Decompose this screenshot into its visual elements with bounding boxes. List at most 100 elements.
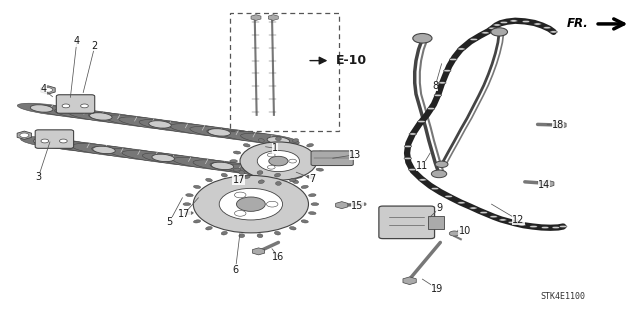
Ellipse shape — [220, 130, 285, 143]
Ellipse shape — [193, 220, 200, 223]
Ellipse shape — [234, 151, 241, 154]
FancyBboxPatch shape — [311, 151, 353, 166]
Text: 5: 5 — [166, 217, 173, 227]
Text: 15: 15 — [351, 201, 364, 211]
Ellipse shape — [308, 194, 316, 197]
Ellipse shape — [17, 103, 83, 116]
Ellipse shape — [173, 157, 238, 170]
Ellipse shape — [257, 171, 263, 174]
Bar — [230, 13, 339, 131]
Circle shape — [193, 175, 308, 233]
Text: 1: 1 — [272, 143, 278, 153]
Ellipse shape — [207, 129, 266, 141]
Circle shape — [268, 153, 275, 157]
Ellipse shape — [307, 144, 314, 147]
Bar — [428, 216, 444, 229]
Ellipse shape — [316, 168, 323, 171]
Ellipse shape — [106, 115, 164, 127]
Ellipse shape — [258, 180, 264, 183]
Ellipse shape — [541, 226, 549, 229]
Ellipse shape — [500, 21, 508, 24]
Circle shape — [257, 151, 300, 172]
Circle shape — [269, 156, 288, 166]
Ellipse shape — [92, 146, 150, 158]
Ellipse shape — [20, 137, 86, 150]
Ellipse shape — [257, 234, 263, 238]
Ellipse shape — [210, 162, 269, 174]
Ellipse shape — [552, 226, 559, 229]
Circle shape — [62, 104, 70, 108]
Ellipse shape — [159, 155, 218, 167]
Ellipse shape — [404, 145, 412, 147]
Ellipse shape — [41, 139, 99, 152]
Text: 19: 19 — [431, 284, 444, 294]
Polygon shape — [40, 105, 280, 144]
Ellipse shape — [489, 27, 497, 29]
Ellipse shape — [431, 188, 439, 190]
Ellipse shape — [244, 167, 303, 179]
Circle shape — [435, 161, 448, 167]
Circle shape — [491, 28, 508, 36]
Circle shape — [268, 165, 275, 169]
Ellipse shape — [230, 160, 237, 163]
Ellipse shape — [275, 231, 280, 235]
Ellipse shape — [458, 202, 465, 204]
Ellipse shape — [449, 58, 457, 61]
Text: 3: 3 — [35, 172, 42, 182]
Ellipse shape — [550, 31, 557, 33]
Ellipse shape — [458, 48, 465, 50]
Ellipse shape — [142, 153, 201, 165]
Ellipse shape — [438, 82, 446, 84]
Ellipse shape — [445, 195, 452, 197]
Ellipse shape — [205, 226, 212, 230]
Ellipse shape — [480, 211, 488, 214]
Text: 13: 13 — [349, 150, 362, 160]
Ellipse shape — [241, 133, 300, 145]
Text: 17: 17 — [232, 175, 245, 185]
Ellipse shape — [319, 160, 327, 163]
Ellipse shape — [243, 175, 250, 179]
Ellipse shape — [30, 105, 53, 112]
Ellipse shape — [301, 185, 308, 189]
Ellipse shape — [239, 171, 244, 174]
FancyBboxPatch shape — [379, 206, 435, 239]
Text: 4: 4 — [74, 36, 80, 47]
Ellipse shape — [205, 178, 212, 182]
Ellipse shape — [190, 126, 248, 138]
Ellipse shape — [292, 139, 299, 142]
Circle shape — [413, 33, 432, 43]
Ellipse shape — [444, 70, 451, 72]
Ellipse shape — [152, 154, 175, 162]
Ellipse shape — [289, 178, 296, 182]
FancyBboxPatch shape — [56, 95, 95, 113]
Ellipse shape — [522, 20, 530, 23]
Ellipse shape — [311, 203, 319, 206]
Circle shape — [240, 142, 317, 180]
Ellipse shape — [58, 142, 116, 154]
Ellipse shape — [493, 24, 501, 26]
Circle shape — [60, 139, 67, 143]
Ellipse shape — [223, 164, 289, 177]
Ellipse shape — [289, 226, 296, 230]
Ellipse shape — [292, 180, 299, 183]
Ellipse shape — [243, 144, 250, 147]
Ellipse shape — [275, 173, 280, 177]
Ellipse shape — [404, 157, 412, 160]
Ellipse shape — [93, 146, 115, 154]
Ellipse shape — [408, 168, 416, 171]
Text: 8: 8 — [432, 81, 438, 91]
Text: 2: 2 — [92, 41, 98, 51]
Text: 12: 12 — [512, 215, 525, 225]
Ellipse shape — [88, 113, 147, 125]
Text: 4: 4 — [40, 84, 47, 94]
Ellipse shape — [186, 194, 193, 197]
Circle shape — [41, 139, 49, 143]
Text: 9: 9 — [436, 203, 443, 213]
Ellipse shape — [122, 150, 188, 163]
Ellipse shape — [470, 207, 477, 209]
Ellipse shape — [68, 110, 134, 123]
Text: STK4E1100: STK4E1100 — [541, 293, 586, 301]
Ellipse shape — [307, 175, 314, 179]
Text: 10: 10 — [458, 226, 471, 236]
Circle shape — [20, 133, 29, 137]
